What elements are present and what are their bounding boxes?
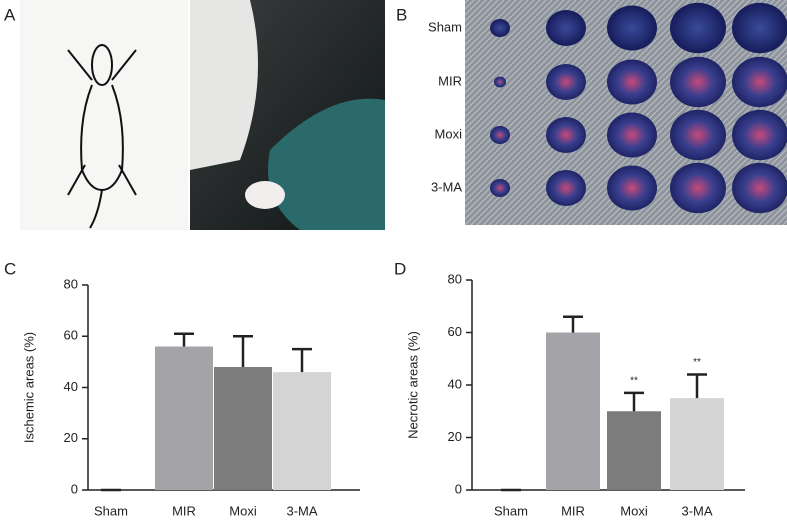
row-label: Moxi bbox=[435, 126, 463, 141]
heart-slice bbox=[490, 179, 510, 197]
heart-slice bbox=[670, 162, 726, 214]
y-tick-label: 80 bbox=[64, 276, 78, 291]
rat-drawing-bg bbox=[20, 0, 188, 230]
bar bbox=[273, 372, 331, 490]
y-tick-label: 0 bbox=[71, 481, 78, 496]
heart-slice bbox=[546, 10, 586, 46]
panel-label: A bbox=[4, 5, 16, 24]
bar bbox=[155, 346, 213, 490]
bar bbox=[607, 411, 661, 490]
heart-slice bbox=[607, 5, 657, 51]
rat-drawing bbox=[67, 44, 137, 229]
row-label: MIR bbox=[438, 73, 462, 88]
x-tick-label: MIR bbox=[172, 503, 196, 518]
x-tick-label: Moxi bbox=[229, 503, 257, 518]
y-tick-label: 40 bbox=[64, 379, 78, 394]
x-tick-label: 3-MA bbox=[681, 503, 712, 518]
heart-slice bbox=[670, 109, 726, 161]
y-tick-label: 80 bbox=[448, 271, 462, 286]
bar bbox=[670, 398, 724, 490]
heart-slice bbox=[546, 64, 586, 100]
heart-slice bbox=[732, 56, 787, 108]
y-axis-label: Necrotic areas (%) bbox=[405, 331, 420, 439]
glove bbox=[190, 0, 258, 170]
x-tick-label: Moxi bbox=[620, 503, 648, 518]
heart-slice bbox=[670, 56, 726, 108]
heart-slice bbox=[607, 59, 657, 105]
y-tick-label: 0 bbox=[455, 481, 462, 496]
row-label: Sham bbox=[428, 19, 462, 34]
x-tick-label: 3-MA bbox=[286, 503, 317, 518]
mouse bbox=[245, 181, 285, 209]
panel-label: D bbox=[394, 259, 406, 278]
heart-slice bbox=[494, 76, 506, 88]
y-tick-label: 20 bbox=[448, 429, 462, 444]
y-tick-label: 40 bbox=[448, 376, 462, 391]
heart-slice bbox=[490, 126, 510, 144]
heart-slice bbox=[670, 2, 726, 54]
panel-label: B bbox=[396, 5, 407, 24]
bar bbox=[214, 367, 272, 490]
cloth bbox=[268, 98, 385, 230]
y-tick-label: 60 bbox=[448, 324, 462, 339]
bar bbox=[546, 332, 600, 490]
heart-slice bbox=[732, 162, 787, 214]
heart-slice bbox=[732, 109, 787, 161]
heart-slice bbox=[732, 2, 787, 54]
heart-slice bbox=[607, 112, 657, 158]
y-axis-label: Ischemic areas (%) bbox=[21, 332, 36, 443]
panel-label: C bbox=[4, 259, 16, 278]
y-tick-label: 60 bbox=[64, 328, 78, 343]
x-tick-label: Sham bbox=[494, 503, 528, 518]
x-tick-label: Sham bbox=[94, 503, 128, 518]
heart-slice bbox=[546, 117, 586, 153]
row-label: 3-MA bbox=[431, 179, 462, 194]
heart-slice bbox=[607, 165, 657, 211]
heart-slice bbox=[546, 170, 586, 206]
x-tick-label: MIR bbox=[561, 503, 585, 518]
heart-slice bbox=[490, 19, 510, 37]
significance: ** bbox=[693, 357, 701, 368]
significance: ** bbox=[630, 376, 638, 387]
y-tick-label: 20 bbox=[64, 430, 78, 445]
